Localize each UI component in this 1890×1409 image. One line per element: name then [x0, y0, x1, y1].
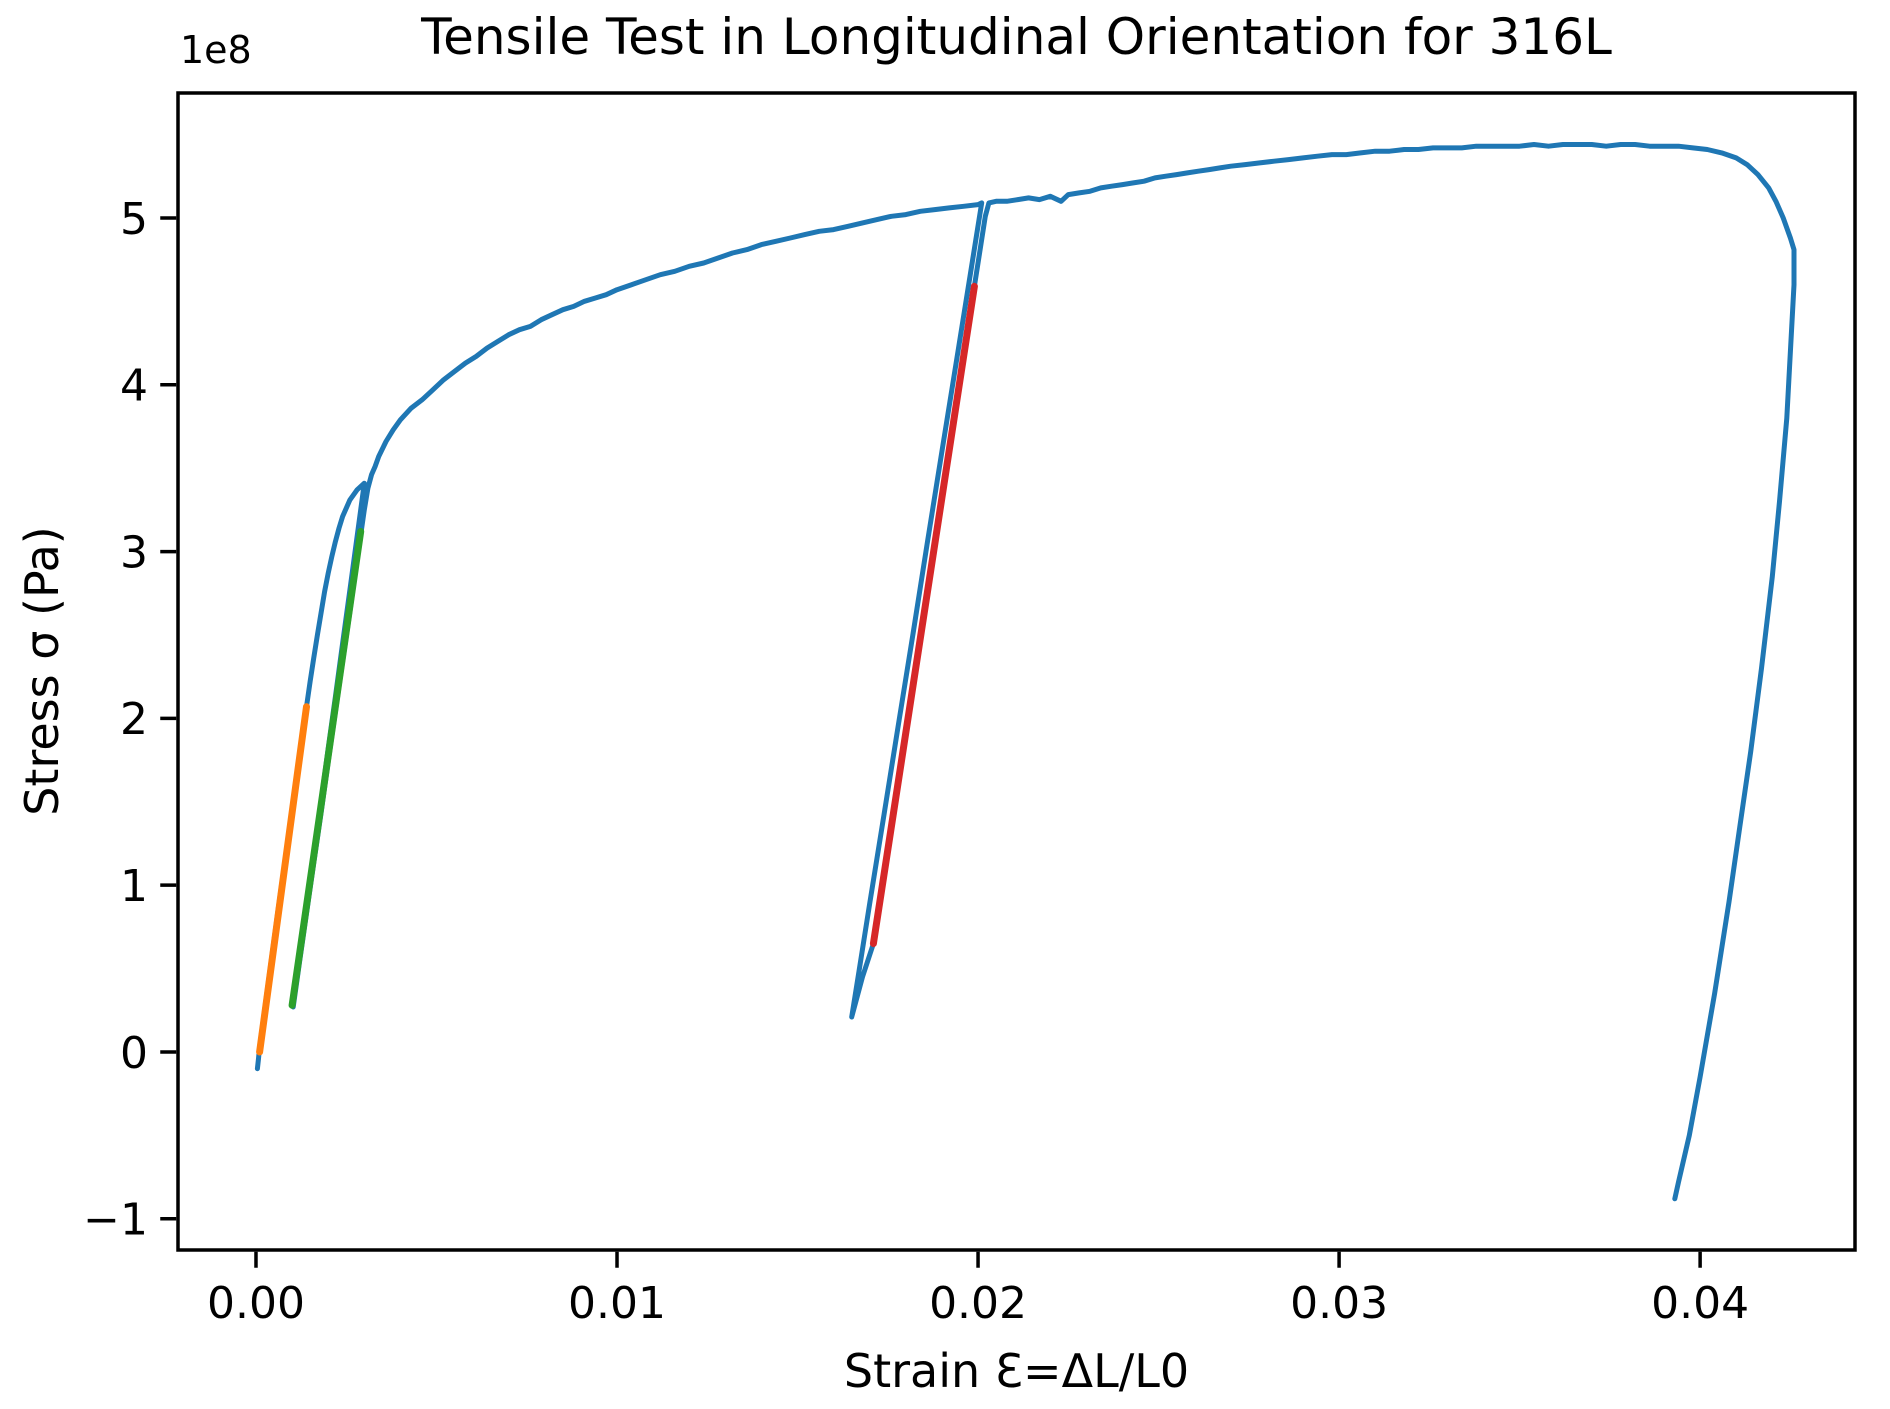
y-tick-label: 4: [120, 361, 148, 412]
x-axis-label: Strain Ɛ=ΔL/L0: [843, 1344, 1190, 1398]
y-tick-label: 3: [120, 527, 148, 578]
plot-spines: [176, 91, 1857, 1252]
chart-title: Tensile Test in Longitudinal Orientation…: [421, 8, 1612, 66]
x-tick-label: 0.01: [568, 1278, 666, 1329]
y-tick-label: 2: [120, 694, 148, 745]
y-axis-offset-label: 1e8: [180, 28, 252, 72]
x-tick-label: 0.03: [1290, 1278, 1388, 1329]
y-tick-label: 1: [120, 861, 148, 912]
y-tick-label: 5: [120, 194, 148, 245]
x-tick-label: 0.02: [929, 1278, 1027, 1329]
x-tick-label: 0.00: [207, 1278, 305, 1329]
y-tick-label: −1: [83, 1195, 148, 1246]
series-elastic-fit-second-unload-reload: [869, 282, 978, 948]
x-tick-label: 0.04: [1651, 1278, 1749, 1329]
y-tick-label: 0: [120, 1028, 148, 1079]
series-elastic-fit-initial-loading: [256, 703, 310, 1056]
series-stress-strain-curve: [254, 142, 1797, 1202]
series-elastic-fit-first-unload-reload: [288, 528, 365, 1009]
